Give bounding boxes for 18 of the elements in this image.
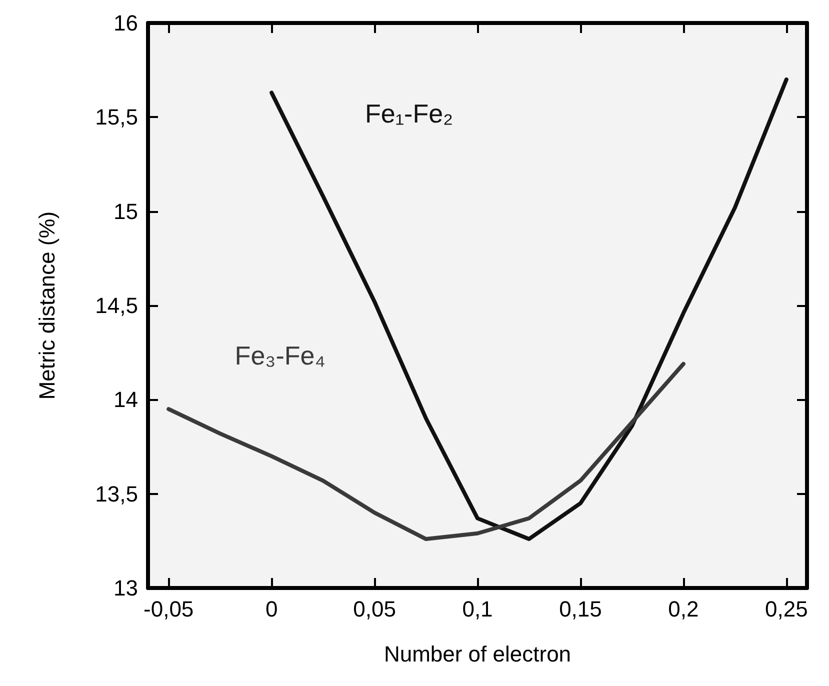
x-tick-label: -0,05 (144, 596, 194, 622)
x-tick-label: 0 (265, 596, 278, 622)
x-tick-label: 0,1 (462, 596, 493, 622)
x-tick-label: 0,2 (668, 596, 699, 622)
y-tick-label: 14,5 (95, 293, 138, 318)
text: Fe₁-Fe₂ (364, 98, 454, 128)
x-axis-title: Number of electron (384, 642, 572, 666)
text: Fe₃-Fe₄ (234, 340, 326, 371)
x-tick-label: 0,25 (764, 596, 808, 622)
x-tick-label: 0,15 (559, 596, 602, 622)
y-tick-label: 15,5 (95, 104, 138, 130)
y-axis-title: Metric distance (%) (34, 211, 60, 400)
y-tick-label: 13 (114, 576, 138, 600)
y-tick-label: 15 (114, 198, 138, 224)
x-tick-label: 0,05 (353, 596, 396, 622)
y-tick-label: 13,5 (95, 481, 138, 506)
y-tick-label: 16 (114, 10, 138, 36)
y-tick-label: 14 (114, 387, 138, 412)
